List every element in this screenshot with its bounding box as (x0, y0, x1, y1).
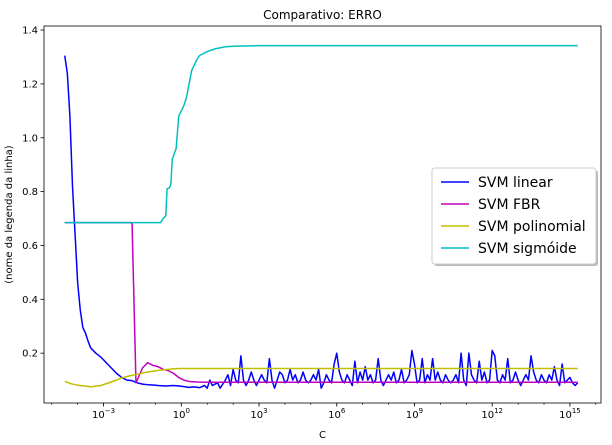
y-tick-label: 1.0 (22, 133, 38, 144)
x-tick-label: 100 (173, 407, 190, 421)
x-tick-label: 106 (328, 407, 346, 421)
series-line-0 (63, 55, 579, 389)
y-tick-label: 0.6 (22, 241, 38, 252)
x-tick-label: 10−3 (92, 407, 115, 421)
y-tick-label: 0.8 (22, 187, 38, 198)
legend-label: SVM linear (478, 175, 553, 191)
y-tick-label: 0.2 (22, 349, 38, 360)
series-line-1 (64, 221, 578, 384)
legend-box (431, 167, 597, 265)
y-tick-label: 1.2 (22, 79, 38, 90)
legend: SVM linear SVM FBR SVM polinomial SVM sigmó… (431, 167, 598, 266)
x-axis: 10−3 100 103 106 109 1012 1015 (51, 403, 597, 421)
legend-label: SVM FBR (478, 197, 541, 213)
y-tick-label: 0.4 (22, 295, 38, 306)
series-line-3 (64, 44, 578, 224)
y-axis-label: (nome da legenda da linha) (4, 145, 15, 284)
series-line-2 (64, 367, 578, 388)
legend-label: SVM sigmóide (478, 241, 577, 257)
plot-frame (43, 25, 602, 404)
y-axis: 0.2 0.4 0.6 0.8 1.0 1.2 1.4 (22, 26, 44, 360)
y-tick-label: 1.4 (22, 26, 38, 37)
series-layer (63, 44, 579, 389)
chart-title: Comparativo: ERRO (263, 8, 382, 22)
x-axis-label: C (319, 430, 326, 441)
x-tick-label: 103 (250, 407, 267, 421)
x-tick-label: 1015 (559, 407, 581, 421)
x-tick-label: 109 (406, 407, 423, 421)
legend-label: SVM polinomial (478, 219, 586, 235)
x-tick-label: 1012 (481, 407, 503, 421)
